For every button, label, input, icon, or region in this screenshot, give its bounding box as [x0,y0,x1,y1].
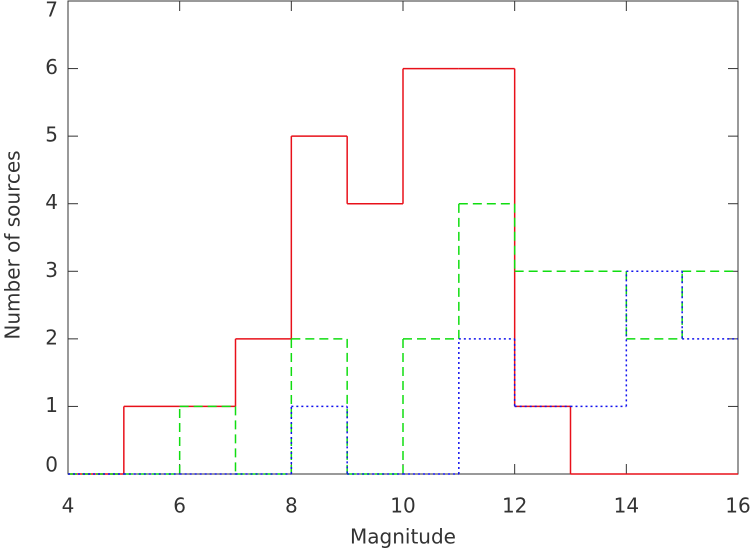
x-tick-label: 8 [285,494,298,518]
x-tick-label: 10 [390,494,415,518]
y-tick-label: 6 [45,55,58,79]
y-tick-label: 1 [45,393,58,417]
x-tick-label: 12 [502,494,527,518]
y-tick-label: 7 [45,0,58,22]
y-tick-label: 4 [45,190,58,214]
y-tick-label: 5 [45,123,58,147]
x-tick-label: 16 [725,494,750,518]
x-axis-label: Magnitude [350,525,456,549]
y-tick-label: 2 [45,325,58,349]
y-tick-label: 3 [45,258,58,282]
y-axis-label: Number of sources [1,150,25,339]
x-tick-label: 6 [173,494,186,518]
y-tick-label: 0 [45,453,58,477]
x-tick-label: 4 [62,494,75,518]
x-tick-label: 14 [614,494,639,518]
